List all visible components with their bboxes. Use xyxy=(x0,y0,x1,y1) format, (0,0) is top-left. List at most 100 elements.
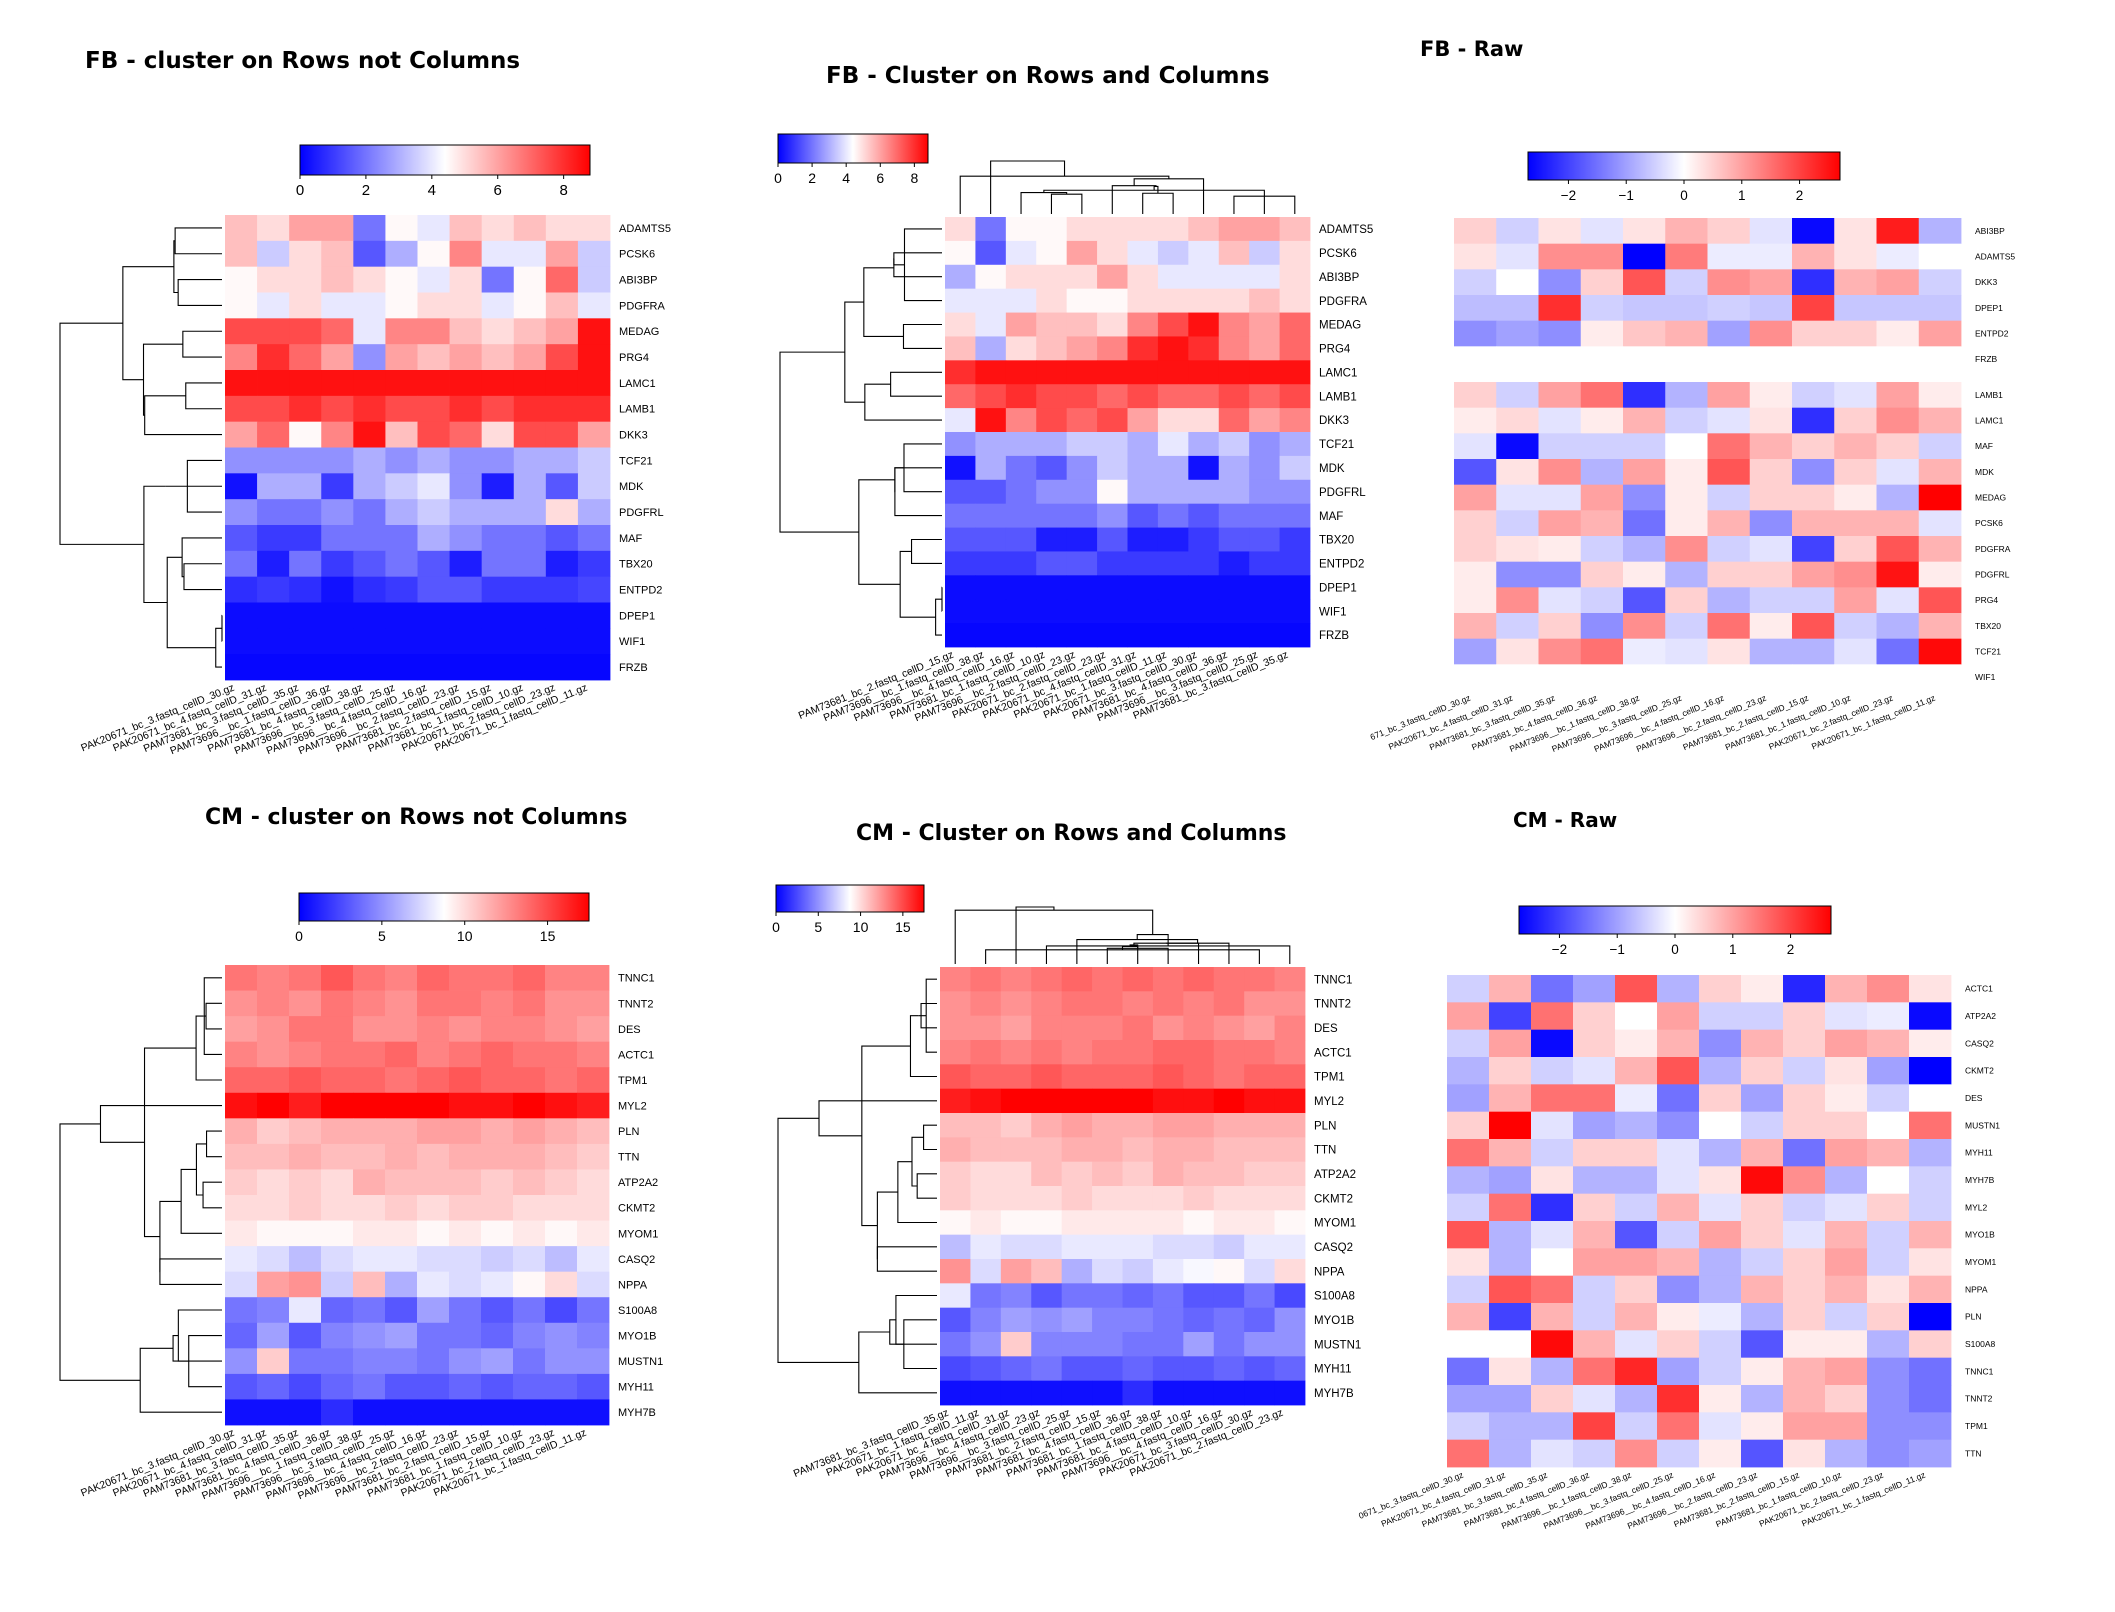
heatmap-cell xyxy=(1005,599,1037,624)
heatmap-cell xyxy=(385,525,418,552)
heatmap-cell xyxy=(945,384,976,409)
color-scale-tick-label: 0 xyxy=(1680,188,1688,203)
heatmap-cell xyxy=(1218,240,1250,266)
heatmap-cell xyxy=(1122,1307,1154,1333)
heatmap-cell xyxy=(1157,217,1189,242)
heatmap-cell xyxy=(385,1399,418,1426)
heatmap-cell xyxy=(1092,1234,1123,1260)
heatmap-cell xyxy=(945,264,976,290)
heatmap-cell xyxy=(1061,1161,1093,1187)
heatmap-cell xyxy=(1749,243,1793,270)
color-scale-tick-label: 10 xyxy=(457,928,473,944)
heatmap-cell xyxy=(1188,336,1220,361)
heatmap-cell xyxy=(1657,975,1700,1003)
heatmap-cell xyxy=(975,408,1007,433)
color-scale-tick-label: 0 xyxy=(296,182,304,199)
heatmap-cell xyxy=(1274,1137,1306,1163)
heatmap-cell xyxy=(1741,975,1784,1003)
heatmap-cell xyxy=(1066,432,1098,457)
heatmap-cell xyxy=(321,1322,354,1349)
heatmap-cell xyxy=(577,1169,610,1196)
heatmap-cell xyxy=(385,1195,418,1221)
heatmap-cell xyxy=(1825,1221,1868,1249)
heatmap-cell xyxy=(1000,1234,1032,1260)
row-label: MYH11 xyxy=(1965,1148,1993,1158)
heatmap-cell xyxy=(970,1283,1002,1309)
row-label: WIF1 xyxy=(1975,672,1996,682)
heatmap-cell xyxy=(545,1348,578,1375)
column-dendrogram-branch xyxy=(1045,945,1291,964)
row-dendrogram-branch xyxy=(893,258,942,278)
heatmap-cell xyxy=(940,1307,971,1333)
heatmap-cell xyxy=(1249,288,1280,313)
row-label: DKK3 xyxy=(1319,415,1349,427)
heatmap-cell xyxy=(481,370,515,397)
heatmap-cell xyxy=(257,1169,290,1196)
heatmap-cell xyxy=(289,1271,322,1298)
color-scale-tick-label: −1 xyxy=(1619,188,1634,203)
heatmap-cell xyxy=(1825,1439,1868,1468)
row-dendrogram-branch xyxy=(864,383,942,421)
row-dendrogram-branch xyxy=(777,1117,859,1363)
heatmap-cell xyxy=(225,1271,258,1298)
heatmap-cell xyxy=(353,525,386,552)
heatmap-cell xyxy=(1218,479,1250,505)
heatmap-cell xyxy=(1909,1439,1952,1468)
heatmap-cell xyxy=(321,1399,354,1426)
heatmap-cell xyxy=(513,1092,546,1119)
heatmap-cell xyxy=(1580,561,1624,588)
heatmap-cell xyxy=(321,1246,354,1273)
heatmap-cell xyxy=(257,628,290,655)
heatmap-cell xyxy=(1580,510,1624,537)
heatmap-cell xyxy=(1834,320,1877,347)
heatmap-cell xyxy=(225,318,258,345)
heatmap-cell xyxy=(1580,243,1624,270)
color-scale-bar xyxy=(1518,905,1832,935)
heatmap-cell xyxy=(1918,269,1962,296)
heatmap-cell xyxy=(257,1067,290,1094)
row-dendrogram-branch xyxy=(195,1015,222,1081)
heatmap-cell xyxy=(1092,1259,1123,1284)
heatmap-cell xyxy=(1741,1330,1784,1359)
heatmap-cell xyxy=(1274,1040,1306,1065)
heatmap-cell xyxy=(1573,1275,1616,1304)
heatmap-cell xyxy=(1665,382,1708,409)
row-label: WIF1 xyxy=(1319,606,1346,618)
heatmap-cell xyxy=(1825,1193,1868,1222)
heatmap-cell xyxy=(385,1271,418,1298)
row-label: ATP2A2 xyxy=(1965,1011,1996,1021)
heatmap-cell xyxy=(449,292,483,319)
heatmap-cell xyxy=(481,965,514,991)
heatmap-cell xyxy=(1909,1002,1952,1031)
heatmap-cell xyxy=(417,292,450,319)
heatmap-cell xyxy=(449,1399,482,1426)
heatmap-cell xyxy=(1489,1221,1532,1249)
row-dendrogram-branch xyxy=(159,1200,182,1273)
heatmap-cell xyxy=(545,525,579,552)
heatmap-cell xyxy=(577,1067,610,1094)
heatmap-cell xyxy=(1741,1193,1784,1222)
heatmap-cell xyxy=(449,1297,482,1324)
heatmap-cell xyxy=(1454,382,1497,409)
color-scale-tick-label: 5 xyxy=(378,928,386,944)
heatmap-cell xyxy=(1496,320,1539,347)
heatmap-cell xyxy=(289,421,322,448)
heatmap-cell xyxy=(225,1195,258,1221)
heatmap-cell xyxy=(385,1041,418,1068)
heatmap-cell xyxy=(577,447,611,474)
heatmap-cell xyxy=(1783,1193,1826,1222)
heatmap-cell xyxy=(1876,484,1920,511)
heatmap-cell xyxy=(225,1092,258,1119)
row-dendrogram-branch xyxy=(923,1124,937,1151)
row-label: TNNC1 xyxy=(618,973,655,985)
heatmap-cell xyxy=(353,1297,386,1324)
heatmap-cell xyxy=(1707,218,1751,245)
heatmap-cell xyxy=(225,1322,258,1349)
heatmap-cell xyxy=(1867,1111,1910,1140)
heatmap-cell xyxy=(417,1195,450,1221)
heatmap-cell xyxy=(1188,360,1220,385)
heatmap-cell xyxy=(1699,1193,1742,1222)
heatmap-cell xyxy=(1218,599,1250,624)
heatmap-cell xyxy=(1152,1040,1184,1065)
heatmap-cell xyxy=(1707,243,1751,270)
